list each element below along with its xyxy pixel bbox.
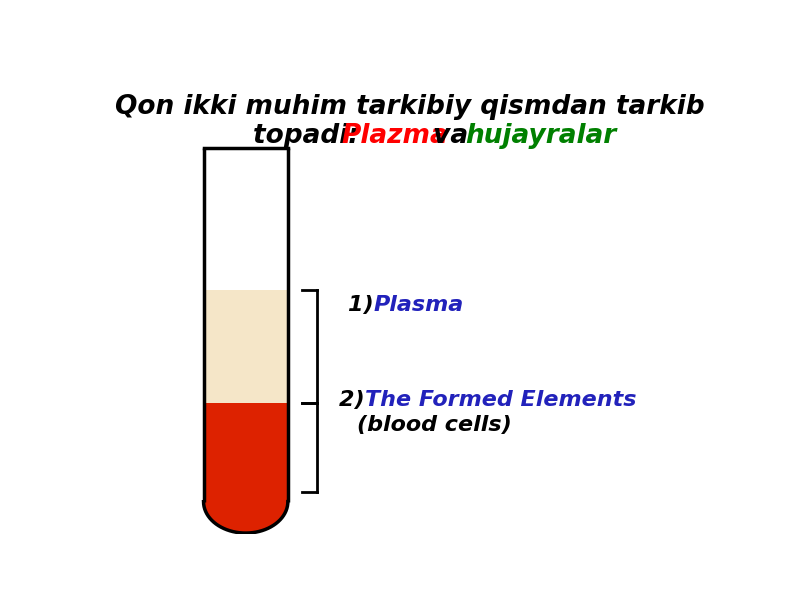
Text: 1): 1) — [348, 295, 382, 316]
Bar — [203, 403, 288, 502]
Text: topadi:: topadi: — [253, 123, 367, 149]
Text: The Formed Elements: The Formed Elements — [365, 390, 636, 410]
Bar — [203, 290, 288, 403]
Text: Plazma: Plazma — [342, 123, 449, 149]
Text: Qon ikki muhim tarkibiy qismdan tarkib: Qon ikki muhim tarkibiy qismdan tarkib — [115, 94, 705, 119]
Text: 2): 2) — [338, 390, 372, 410]
Text: Plasma: Plasma — [374, 295, 464, 316]
Text: va: va — [424, 123, 478, 149]
Text: hujayralar: hujayralar — [466, 123, 617, 149]
Bar — [203, 148, 288, 290]
Text: (blood cells): (blood cells) — [358, 415, 512, 436]
Polygon shape — [203, 502, 288, 533]
